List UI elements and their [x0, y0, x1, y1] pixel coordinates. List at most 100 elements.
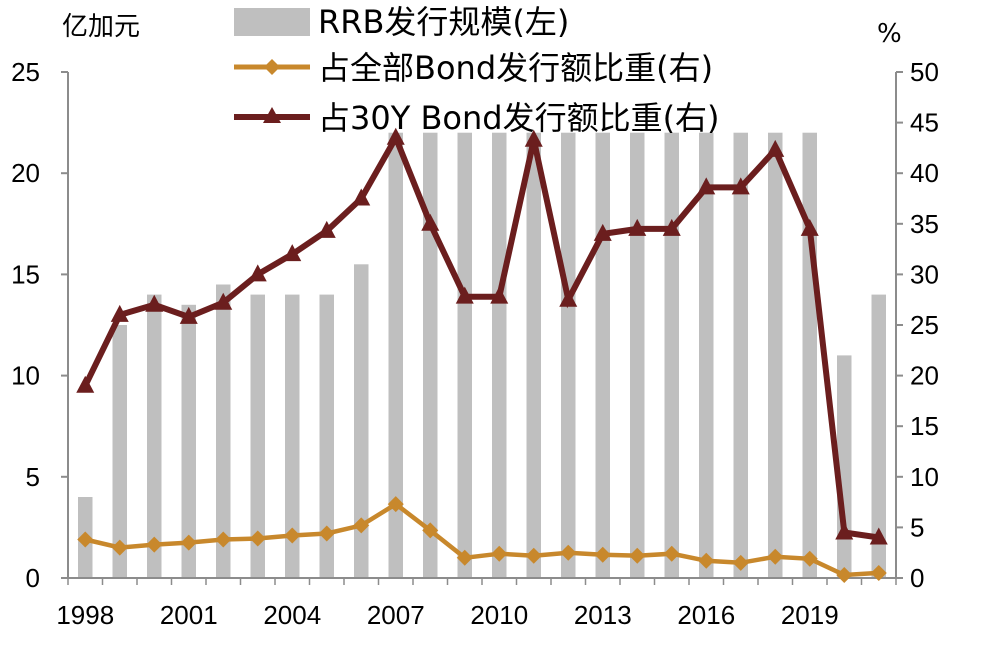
series-1-marker-2021 — [870, 564, 887, 581]
right-tick-label: 25 — [910, 310, 939, 340]
series-1-marker-2005 — [318, 525, 335, 542]
series-1-marker-2008 — [422, 522, 439, 539]
series-1-marker-2014 — [629, 547, 646, 564]
series-1-marker-2017 — [732, 554, 749, 571]
series-2-marker-2001 — [179, 306, 198, 324]
series-2-marker-1999 — [110, 304, 129, 322]
series-2-marker-2017 — [731, 177, 750, 195]
series-2-marker-2004 — [283, 244, 302, 262]
series-2-marker-2013 — [593, 223, 612, 241]
series-2-marker-2018 — [766, 139, 785, 157]
right-tick-label: 35 — [910, 209, 939, 239]
x-tick-label-2013: 2013 — [574, 600, 632, 630]
right-tick-label: 0 — [910, 563, 924, 593]
bar-2021 — [871, 294, 886, 578]
series-1-marker-2011 — [525, 547, 542, 564]
legend-marker-triangle — [263, 107, 281, 123]
right-tick-label: 40 — [910, 158, 939, 188]
legend: RRB发行规模(左) 占全部Bond发行额比重(右) 占30Y Bond发行额比… — [234, 3, 720, 137]
bar-2018 — [768, 132, 783, 578]
x-tick-label-2007: 2007 — [367, 600, 425, 630]
right-tick-label: 50 — [910, 57, 939, 87]
series-1-marker-1999 — [111, 539, 128, 556]
legend-label-30y-bond: 占30Y Bond发行额比重(右) — [318, 99, 720, 137]
series-2-marker-2009 — [455, 286, 474, 304]
series-2-marker-2006 — [352, 188, 371, 206]
bar-2010 — [492, 132, 507, 578]
bar-2009 — [457, 132, 472, 578]
bar-2017 — [733, 132, 748, 578]
bar-2014 — [630, 132, 645, 578]
right-tick-label: 20 — [910, 361, 939, 391]
bar-2003 — [250, 294, 265, 578]
axes-layer: 0 5 10 15 20 25 0 5 10 15 20 25 30 35 40 45 50 1998 2001 20… — [11, 57, 939, 630]
bar-2019 — [802, 132, 817, 578]
series-1-marker-2020 — [836, 566, 853, 583]
series-1-marker-2009 — [456, 549, 473, 566]
series-1-marker-2002 — [215, 531, 232, 548]
series-line-1 — [84, 501, 879, 578]
series-1-marker-2000 — [146, 536, 163, 553]
legend-marker-diamond — [264, 59, 280, 75]
bar-2011 — [526, 132, 541, 578]
x-tick-label-1998: 1998 — [56, 600, 114, 630]
series-1-marker-2001 — [180, 534, 197, 551]
right-axis-unit: % — [877, 19, 902, 49]
bar-2008 — [423, 132, 438, 578]
series-line-2 — [82, 130, 880, 541]
bar-2012 — [561, 132, 576, 578]
right-tick-label: 30 — [910, 259, 939, 289]
x-tick-label-2010: 2010 — [470, 600, 528, 630]
left-tick-label: 25 — [11, 57, 40, 87]
series-1-marker-2003 — [249, 530, 266, 547]
bar-2006 — [354, 264, 369, 578]
series-1-marker-2015 — [663, 545, 680, 562]
legend-label-all-bond: 占全部Bond发行额比重(右) — [318, 49, 713, 87]
bar-2000 — [147, 294, 162, 578]
series-1-marker-2016 — [698, 552, 715, 569]
left-tick-label: 0 — [26, 563, 40, 593]
series-2-marker-2020 — [835, 522, 854, 540]
left-tick-label: 20 — [11, 158, 40, 188]
series-2-marker-2015 — [662, 218, 681, 236]
lines-layer — [76, 127, 888, 583]
x-tick-label-2001: 2001 — [160, 600, 218, 630]
series-2-marker-2007 — [386, 127, 405, 145]
series-2-marker-2011 — [524, 129, 543, 147]
legend-swatch-bar — [234, 8, 310, 36]
bar-2015 — [664, 132, 679, 578]
right-tick-label: 15 — [910, 411, 939, 441]
series-1-marker-2007 — [387, 496, 404, 513]
bar-2004 — [285, 294, 300, 578]
series-2-marker-2000 — [145, 294, 164, 312]
left-tick-label: 15 — [11, 259, 40, 289]
series-1-marker-2019 — [801, 550, 818, 567]
series-1-marker-2012 — [560, 544, 577, 561]
series-2-marker-2014 — [628, 218, 647, 236]
series-1-marker-1998 — [77, 531, 94, 548]
bar-2007 — [388, 132, 403, 578]
right-tick-label: 45 — [910, 108, 939, 138]
series-1-marker-2010 — [491, 545, 508, 562]
left-axis-unit: 亿加元 — [62, 12, 140, 42]
series-2-marker-2010 — [490, 286, 509, 304]
series-1-marker-2018 — [767, 548, 784, 565]
series-1-marker-2006 — [353, 517, 370, 534]
bar-2005 — [319, 294, 334, 578]
series-2-marker-2008 — [421, 213, 440, 231]
bar-2002 — [216, 284, 231, 578]
x-tick-label-2016: 2016 — [677, 600, 735, 630]
series-2-marker-1998 — [76, 375, 95, 393]
bar-2016 — [699, 132, 714, 578]
series-2-marker-2019 — [800, 218, 819, 236]
x-tick-label-2004: 2004 — [263, 600, 321, 630]
series-2-marker-2005 — [317, 220, 336, 238]
legend-label-rrb: RRB发行规模(左) — [318, 3, 569, 41]
series-2-marker-2002 — [214, 292, 233, 310]
series-1-marker-2004 — [284, 527, 301, 544]
right-tick-label: 5 — [910, 512, 924, 542]
series-2-marker-2016 — [697, 177, 716, 195]
bar-2001 — [181, 304, 196, 578]
left-tick-label: 5 — [26, 462, 40, 492]
